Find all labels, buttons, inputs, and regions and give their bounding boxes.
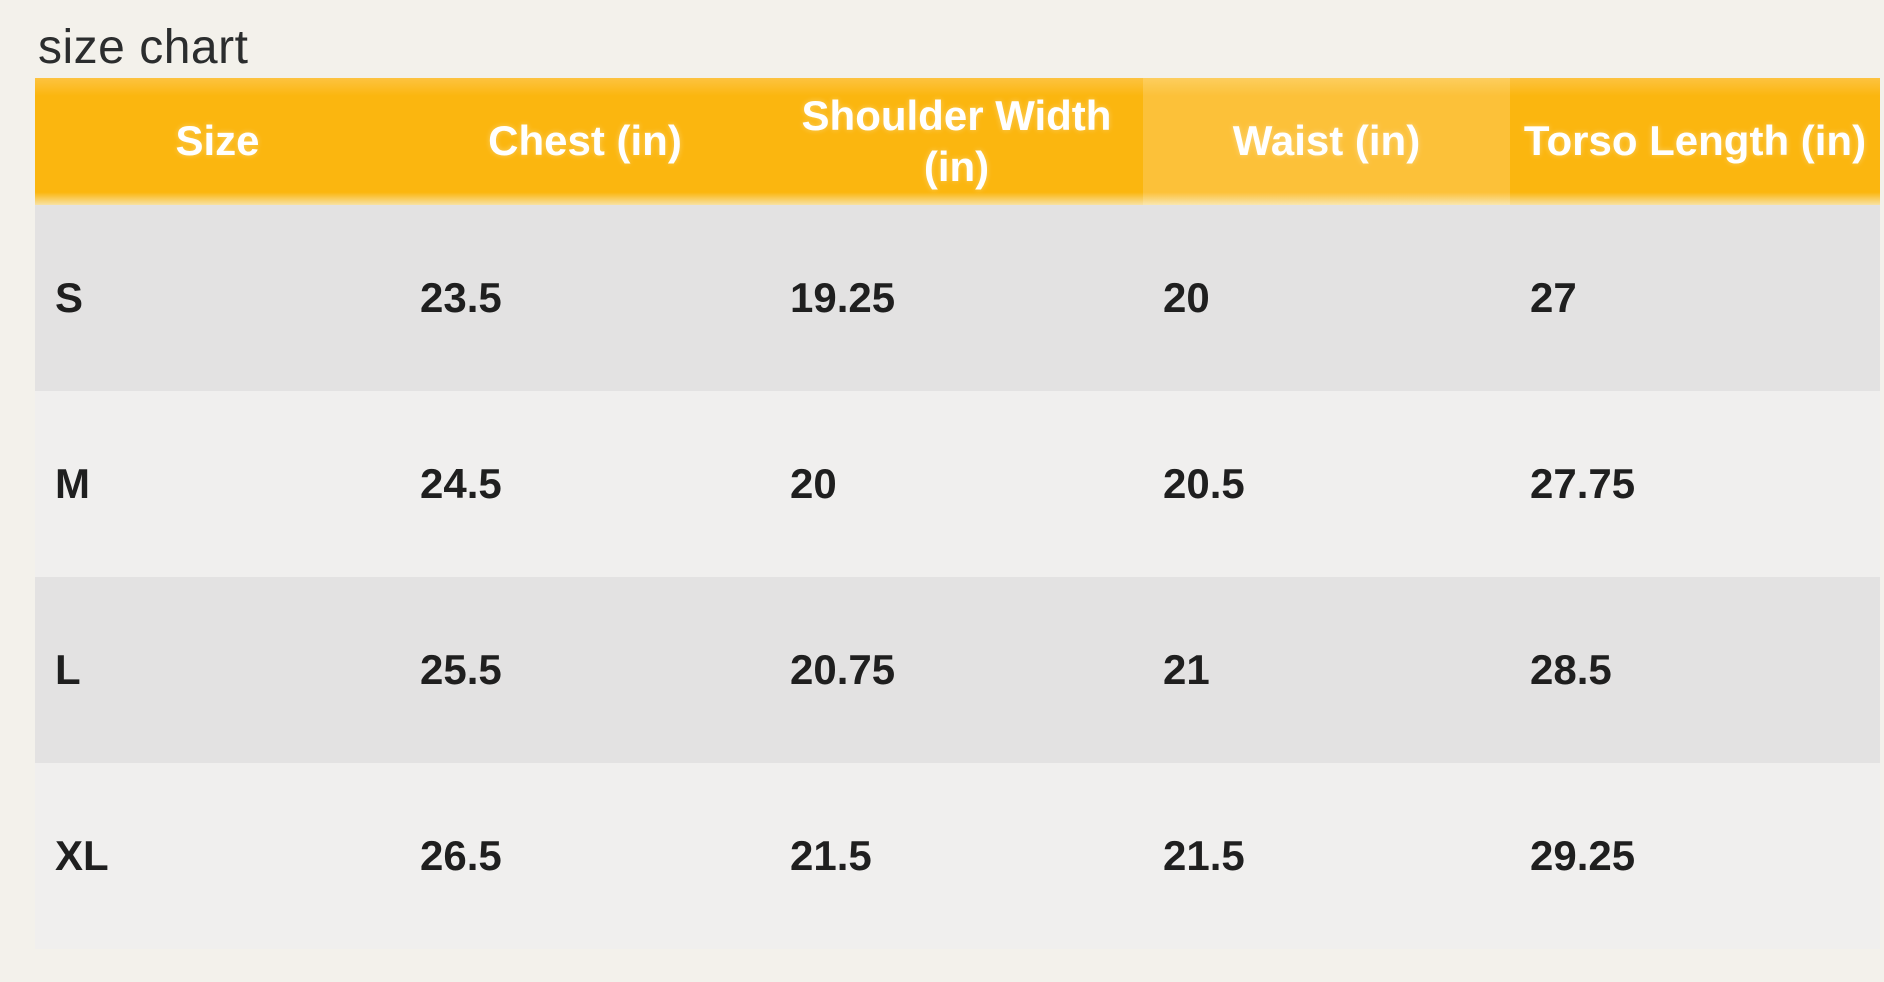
cell-waist: 20.5 xyxy=(1163,460,1245,507)
cell-size: XL xyxy=(55,832,109,879)
cell-torso-length: 27.75 xyxy=(1530,460,1636,507)
cell-shoulder-width: 20.75 xyxy=(790,646,896,693)
page-title: size chart xyxy=(38,21,249,74)
column-header-torso-length: Torso Length (in) xyxy=(1510,78,1880,205)
cell-size: S xyxy=(55,274,84,321)
cell-chest: 23.5 xyxy=(420,274,502,321)
cell-shoulder-width: 21.5 xyxy=(790,832,872,879)
column-header-shoulder-width: Shoulder Width (in) xyxy=(770,78,1143,205)
cell-size: L xyxy=(55,646,81,693)
table-header-row: Size Chest (in) Shoulder Width (in) Wais… xyxy=(35,78,1880,205)
cell-shoulder-width: 20 xyxy=(790,460,837,507)
column-header-chest: Chest (in) xyxy=(400,78,770,205)
cell-chest: 24.5 xyxy=(420,460,502,507)
cell-chest: 26.5 xyxy=(420,832,502,879)
table-row-xl: XL 26.5 21.5 21.5 29.25 xyxy=(35,763,1880,949)
cell-torso-length: 29.25 xyxy=(1530,832,1636,879)
cell-waist: 21.5 xyxy=(1163,832,1245,879)
title-bar: size chart xyxy=(0,0,1884,78)
column-header-waist: Waist (in) xyxy=(1143,78,1510,205)
cell-shoulder-width: 19.25 xyxy=(790,274,896,321)
cell-size: M xyxy=(55,460,90,507)
table-row-s: S 23.5 19.25 20 27 xyxy=(35,205,1880,391)
size-chart-table: Size Chest (in) Shoulder Width (in) Wais… xyxy=(35,78,1880,949)
cell-torso-length: 27 xyxy=(1530,274,1577,321)
cell-chest: 25.5 xyxy=(420,646,502,693)
cell-torso-length: 28.5 xyxy=(1530,646,1612,693)
cell-waist: 20 xyxy=(1163,274,1210,321)
column-header-size: Size xyxy=(35,78,400,205)
cell-waist: 21 xyxy=(1163,646,1210,693)
table-row-l: L 25.5 20.75 21 28.5 xyxy=(35,577,1880,763)
table-row-m: M 24.5 20 20.5 27.75 xyxy=(35,391,1880,577)
